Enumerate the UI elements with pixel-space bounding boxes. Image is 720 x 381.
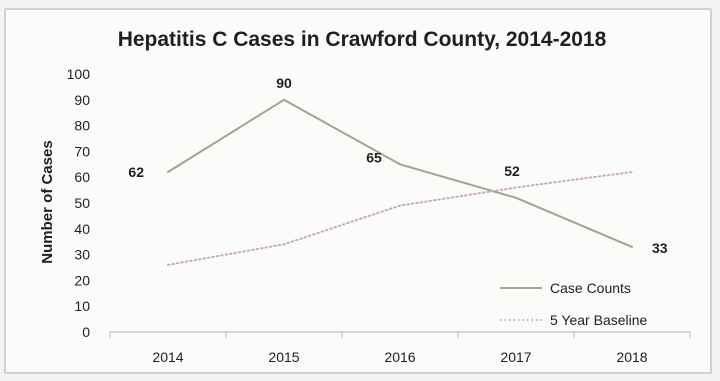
y-tick-label: 50 <box>74 195 90 211</box>
series-layer <box>167 98 633 266</box>
x-tick-label: 2016 <box>384 349 415 365</box>
y-tick-label: 90 <box>74 92 90 108</box>
legend-label: Case Counts <box>550 280 631 296</box>
data-label: 90 <box>276 75 292 91</box>
data-label: 62 <box>128 164 144 180</box>
axes: 2014 2015 2016 2017 2018 0 10 20 30 40 50 60 70 80 90 1… <box>67 66 691 365</box>
x-tick-label: 2014 <box>152 349 183 365</box>
y-tick-label: 0 <box>82 324 90 340</box>
series-line-case-counts <box>167 98 633 248</box>
y-tick-label: 70 <box>74 143 90 159</box>
y-tick-label: 20 <box>74 272 90 288</box>
x-tick-label: 2017 <box>500 349 531 365</box>
x-tick-label: 2015 <box>268 349 299 365</box>
y-tick-label: 30 <box>74 247 90 263</box>
x-tick-label: 2018 <box>616 349 647 365</box>
data-label: 33 <box>652 240 668 256</box>
chart-title: Hepatitis C Cases in Crawford County, 20… <box>118 28 607 51</box>
y-tick-label: 40 <box>74 221 90 237</box>
data-labels: 62 90 65 52 33 <box>128 75 667 256</box>
chart-frame <box>4 8 712 374</box>
y-tick-label: 10 <box>74 298 90 314</box>
y-tick-label: 60 <box>74 169 90 185</box>
data-label: 65 <box>366 149 382 165</box>
y-tick-label: 100 <box>67 66 91 82</box>
legend: Case Counts 5 Year Baseline <box>500 280 648 328</box>
y-axis-label: Number of Cases <box>39 140 56 263</box>
legend-label: 5 Year Baseline <box>550 312 648 328</box>
y-tick-label: 80 <box>74 118 90 134</box>
data-label: 52 <box>504 163 520 179</box>
